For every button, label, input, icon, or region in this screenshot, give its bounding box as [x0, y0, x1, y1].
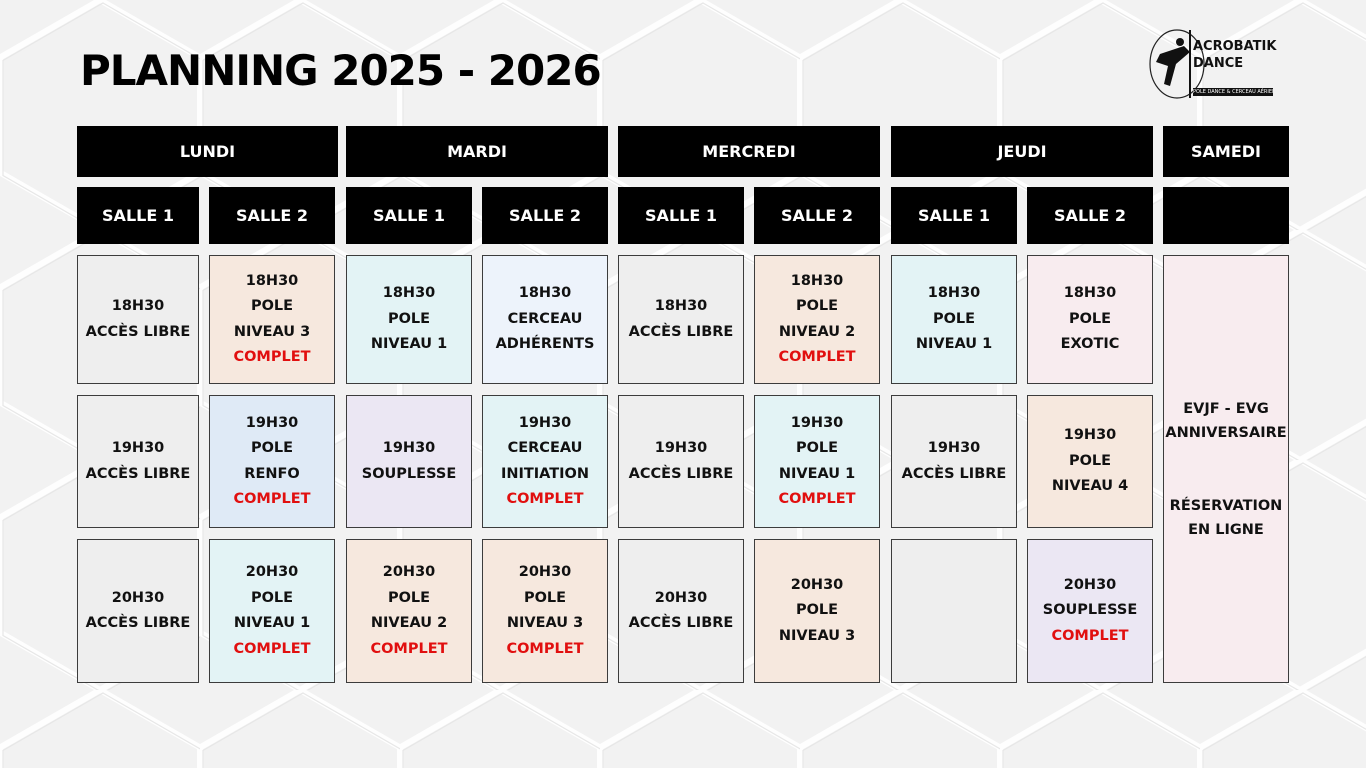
day-header-samedi: SAMEDI — [1163, 126, 1289, 177]
class-cell: 19H30 SOUPLESSE — [346, 395, 472, 528]
room-header: SALLE 2 — [1027, 187, 1153, 244]
class-cell: 19H30 POLE NIVEAU 1 COMPLET — [754, 395, 880, 528]
class-cell: 18H30 POLE NIVEAU 1 — [891, 255, 1017, 384]
class-cell: 18H30 ACCÈS LIBRE — [618, 255, 744, 384]
class-cell: 18H30 CERCEAU ADHÉRENTS — [482, 255, 608, 384]
room-header-samedi-empty — [1163, 187, 1289, 244]
room-header: SALLE 2 — [209, 187, 335, 244]
class-cell: 18H30 POLE EXOTIC — [1027, 255, 1153, 384]
class-cell: 20H30 POLE NIVEAU 2 COMPLET — [346, 539, 472, 683]
day-header-mardi: MARDI — [346, 126, 608, 177]
complet-badge: COMPLET — [778, 491, 856, 507]
complet-badge: COMPLET — [233, 491, 311, 507]
day-header-lundi: LUNDI — [77, 126, 338, 177]
day-header-jeudi: JEUDI — [891, 126, 1153, 177]
complet-badge: COMPLET — [233, 640, 311, 657]
logo-tagline: POLE DANCE & CERCEAU AÉRIEN — [1193, 88, 1273, 96]
class-cell: 19H30 POLE NIVEAU 4 — [1027, 395, 1153, 528]
complet-badge: COMPLET — [370, 640, 448, 657]
class-cell: 20H30 ACCÈS LIBRE — [77, 539, 199, 683]
samedi-cell: EVJF - EVG ANNIVERSAIRE RÉSERVATION EN L… — [1163, 255, 1289, 683]
class-cell: 18H30 ACCÈS LIBRE — [77, 255, 199, 384]
complet-badge: COMPLET — [506, 491, 584, 507]
pole-dancer-icon — [1149, 29, 1205, 99]
class-cell: 18H30 POLE NIVEAU 3 COMPLET — [209, 255, 335, 384]
class-cell: 18H30 POLE NIVEAU 1 — [346, 255, 472, 384]
day-header-mercredi: MERCREDI — [618, 126, 880, 177]
logo-line-2: DANCE — [1193, 56, 1244, 71]
complet-badge: COMPLET — [233, 349, 311, 365]
class-cell: 20H30 POLE NIVEAU 1 COMPLET — [209, 539, 335, 683]
acrobatik-dance-logo: ACROBATIK DANCE POLE DANCE & CERCEAU AÉR… — [1146, 24, 1286, 100]
room-header: SALLE 2 — [754, 187, 880, 244]
class-cell: 20H30 SOUPLESSE COMPLET — [1027, 539, 1153, 683]
class-cell: 20H30 POLE NIVEAU 3 — [754, 539, 880, 683]
page-title: PLANNING 2025 - 2026 — [80, 46, 602, 95]
class-cell: 20H30 ACCÈS LIBRE — [618, 539, 744, 683]
class-cell: 18H30 POLE NIVEAU 2 COMPLET — [754, 255, 880, 384]
room-header: SALLE 1 — [618, 187, 744, 244]
room-header: SALLE 2 — [482, 187, 608, 244]
empty-cell — [891, 539, 1017, 683]
class-cell: 19H30 CERCEAU INITIATION COMPLET — [482, 395, 608, 528]
complet-badge: COMPLET — [778, 349, 856, 365]
complet-badge: COMPLET — [506, 640, 584, 657]
complet-badge: COMPLET — [1051, 627, 1129, 644]
class-cell: 20H30 POLE NIVEAU 3 COMPLET — [482, 539, 608, 683]
room-header: SALLE 1 — [346, 187, 472, 244]
class-cell: 19H30 ACCÈS LIBRE — [77, 395, 199, 528]
class-cell: 19H30 ACCÈS LIBRE — [618, 395, 744, 528]
logo-line-1: ACROBATIK — [1193, 39, 1277, 54]
class-cell: 19H30 ACCÈS LIBRE — [891, 395, 1017, 528]
class-cell: 19H30 POLE RENFO COMPLET — [209, 395, 335, 528]
room-header: SALLE 1 — [891, 187, 1017, 244]
room-header: SALLE 1 — [77, 187, 199, 244]
